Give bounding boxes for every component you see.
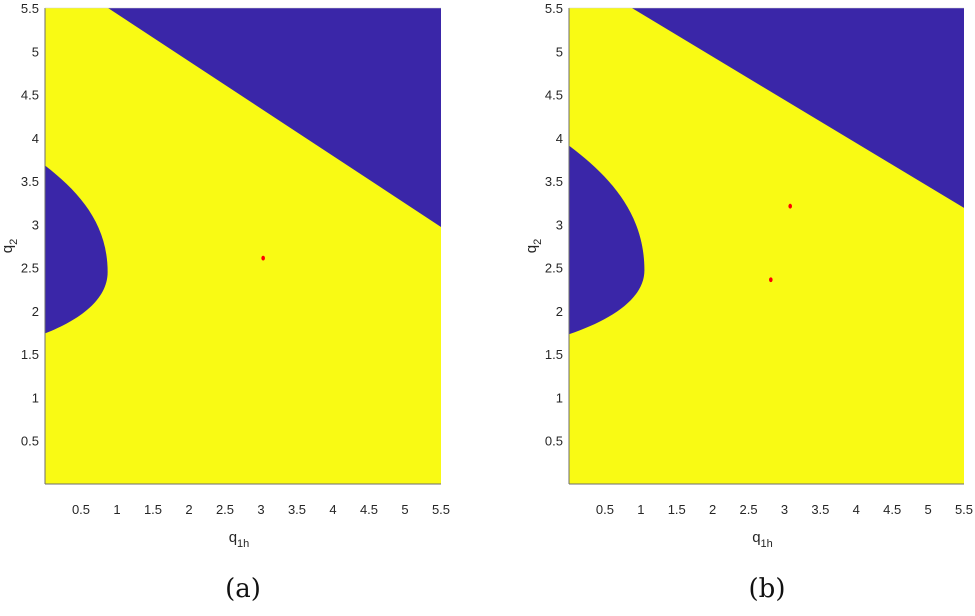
- y-tick-label: 4: [556, 131, 563, 146]
- x-tick-label: 1.5: [144, 502, 162, 517]
- y-tick-label: 1.5: [545, 347, 563, 362]
- y-tick-label: 0.5: [545, 434, 563, 449]
- y-tick-label: 3.5: [545, 174, 563, 189]
- x-tick-label: 2.5: [216, 502, 234, 517]
- x-tick-label: 4.5: [883, 502, 901, 517]
- caption-a: (a): [225, 574, 261, 604]
- equilibrium-point: [769, 277, 773, 283]
- x-tick-label: 5: [401, 502, 408, 517]
- y-tick-label: 3: [32, 217, 39, 232]
- y-tick-label: 5: [556, 44, 563, 59]
- x-tick-label: 1: [637, 502, 644, 517]
- y-tick-label: 4: [32, 131, 39, 146]
- x-tick-label: 0.5: [596, 502, 614, 517]
- y-tick-label: 2.5: [21, 261, 39, 276]
- y-tick-label: 5.5: [21, 1, 39, 16]
- y-tick-label: 4.5: [21, 88, 39, 103]
- x-tick-label: 0.5: [72, 502, 90, 517]
- unstable-region-upper: [108, 8, 441, 227]
- unstable-region-upper: [631, 8, 964, 208]
- equilibrium-point: [788, 203, 792, 209]
- x-tick-label: 3.5: [288, 502, 306, 517]
- x-axis-label: q1h: [752, 529, 773, 550]
- unstable-region-left-lobe: [569, 145, 645, 335]
- x-tick-label: 2.5: [740, 502, 758, 517]
- panel-a: 0.5 1 1.5 2 2.5 3 3.5 4 4.5 5 5.5 0.5 1 1.5 2 2.5 3 3.5 4 4…: [0, 0, 487, 616]
- x-tick-label: 3: [257, 502, 264, 517]
- x-axis-label: q1h: [229, 529, 250, 550]
- y-tick-label: 2.5: [545, 261, 563, 276]
- x-tick-label: 2: [709, 502, 716, 517]
- x-tick-label: 1: [113, 502, 120, 517]
- svg-text:q2: q2: [0, 239, 20, 253]
- x-tick-label: 5: [924, 502, 931, 517]
- y-tick-label: 4.5: [545, 88, 563, 103]
- y-tick-label: 2: [556, 304, 563, 319]
- x-tick-label: 2: [185, 502, 192, 517]
- y-tick-label: 0.5: [21, 434, 39, 449]
- y-axis-label: q2: [0, 239, 20, 253]
- y-tick-label: 2: [32, 304, 39, 319]
- y-tick-label: 1: [32, 390, 39, 405]
- x-tick-label: 3.5: [811, 502, 829, 517]
- y-axis-label: q2: [523, 239, 544, 253]
- y-tick-label: 1.5: [21, 347, 39, 362]
- equilibrium-point: [261, 255, 265, 261]
- x-tick-label: 5.5: [432, 502, 450, 517]
- x-tick-label: 3: [781, 502, 788, 517]
- y-tick-label: 1: [556, 390, 563, 405]
- y-tick-label: 3.5: [21, 174, 39, 189]
- x-tick-label: 1.5: [668, 502, 686, 517]
- x-tick-label: 4: [329, 502, 336, 517]
- chart-a: 0.5 1 1.5 2 2.5 3 3.5 4 4.5 5 5.5 0.5 1 1.5 2 2.5 3 3.5 4 4…: [0, 1, 450, 550]
- unstable-region-left-lobe: [45, 165, 108, 334]
- svg-text:q2: q2: [523, 239, 544, 253]
- x-tick-label: 4.5: [360, 502, 378, 517]
- x-tick-label: 4: [853, 502, 860, 517]
- y-tick-label: 5.5: [545, 1, 563, 16]
- y-tick-label: 3: [556, 217, 563, 232]
- caption-b: (b): [748, 574, 786, 604]
- y-tick-label: 5: [32, 44, 39, 59]
- x-tick-label: 5.5: [955, 502, 973, 517]
